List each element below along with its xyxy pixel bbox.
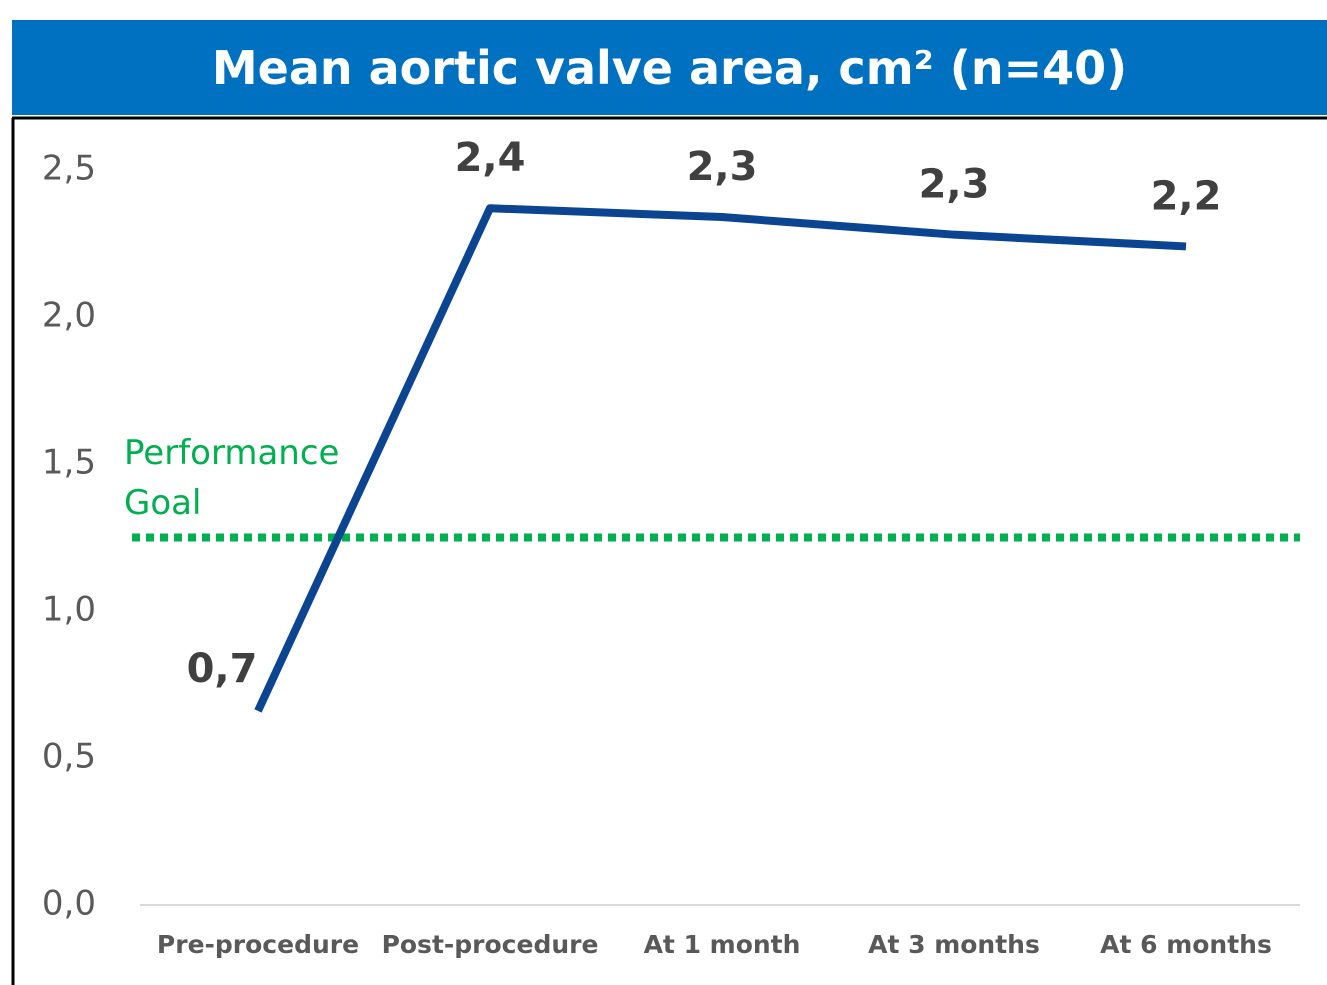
x-tick-label: Pre-procedure [157, 930, 359, 959]
data-label: 2,2 [1151, 173, 1222, 219]
x-tick-label: At 1 month [644, 930, 801, 959]
y-tick-label: 0,5 [42, 737, 96, 777]
y-tick-label: 2,5 [42, 149, 96, 189]
data-label: 2,4 [455, 135, 526, 181]
y-tick-label: 0,0 [42, 884, 96, 924]
y-tick-label: 1,0 [42, 590, 96, 630]
y-tick-label: 1,5 [42, 443, 96, 483]
line [254, 204, 1187, 713]
y-tick-label: 2,0 [42, 296, 96, 336]
x-tick-label: Post-procedure [382, 930, 599, 959]
data-label: 2,3 [687, 144, 758, 190]
x-tick-label: At 6 months [1100, 930, 1272, 959]
data-label: 2,3 [919, 162, 990, 208]
x-tick-label: At 3 months [868, 930, 1040, 959]
chart-title: Mean aortic valve area, cm² (n=40) [12, 20, 1327, 115]
reference-label: Performance Goal [124, 433, 340, 523]
data-label: 0,7 [187, 646, 258, 692]
